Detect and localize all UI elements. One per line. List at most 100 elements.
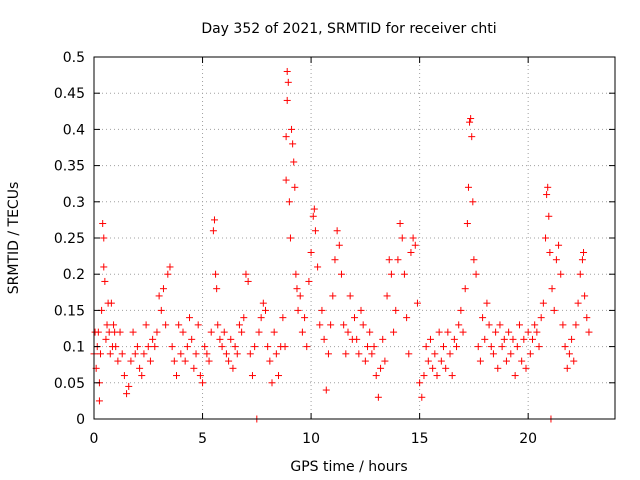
x-tick-label: 5: [198, 431, 207, 447]
data-point: [396, 220, 404, 228]
data-point: [387, 270, 395, 278]
data-point: [431, 350, 439, 358]
data-point: [485, 321, 493, 329]
data-point: [472, 270, 480, 278]
data-point: [322, 386, 330, 394]
data-point: [314, 263, 322, 271]
data-point: [368, 350, 376, 358]
data-point: [298, 328, 306, 336]
data-point: [370, 343, 378, 351]
data-point: [286, 234, 294, 242]
data-point: [390, 328, 398, 336]
data-point: [213, 285, 221, 293]
chart-title: Day 352 of 2021, SRMTID for receiver cht…: [201, 21, 496, 37]
data-point: [225, 357, 233, 365]
data-point: [468, 133, 476, 141]
data-point: [310, 205, 318, 213]
data-point: [129, 328, 137, 336]
y-tick-label: 0.15: [54, 303, 85, 319]
data-point: [342, 350, 350, 358]
data-point: [162, 321, 170, 329]
data-point: [103, 321, 111, 329]
data-point: [442, 364, 450, 372]
data-point: [136, 364, 144, 372]
data-point: [289, 140, 297, 148]
data-point: [403, 314, 411, 322]
x-tick-label: 15: [411, 431, 429, 447]
data-point: [318, 306, 326, 314]
data-point: [539, 299, 547, 307]
data-point: [513, 343, 521, 351]
data-point: [203, 350, 211, 358]
data-point: [209, 227, 217, 235]
data-point: [164, 270, 172, 278]
x-tick-label: 20: [519, 431, 537, 447]
data-point: [511, 372, 519, 380]
data-point: [526, 350, 534, 358]
data-point: [222, 350, 230, 358]
data-point: [127, 357, 135, 365]
data-point: [149, 335, 157, 343]
data-point: [138, 372, 146, 380]
data-point: [509, 335, 517, 343]
data-point: [424, 357, 432, 365]
data-point: [324, 350, 332, 358]
data-point: [131, 350, 139, 358]
data-point: [279, 314, 287, 322]
data-point: [125, 382, 133, 390]
data-point: [520, 335, 528, 343]
data-point: [585, 328, 593, 336]
data-point: [207, 328, 215, 336]
data-point: [355, 350, 363, 358]
data-point: [394, 256, 402, 264]
data-point: [120, 372, 128, 380]
data-point: [294, 306, 302, 314]
data-point: [290, 158, 298, 166]
axis-ticks: 0 0.05 0.1 0.15 0.2 0.25 0.3 0.35 0.4 0.45 0.5 0 5 10…: [54, 50, 615, 447]
data-point: [181, 357, 189, 365]
data-point: [282, 133, 290, 141]
data-point: [118, 350, 126, 358]
data-point: [568, 335, 576, 343]
data-point: [494, 364, 502, 372]
data-point: [275, 372, 283, 380]
data-point: [107, 299, 115, 307]
data-point: [545, 212, 553, 220]
data-point: [186, 314, 194, 322]
data-point: [453, 343, 461, 351]
data-point: [507, 350, 515, 358]
data-point: [327, 321, 335, 329]
data-point: [557, 270, 565, 278]
data-point: [335, 241, 343, 249]
data-point: [168, 343, 176, 351]
data-point: [392, 306, 400, 314]
data-point: [459, 328, 467, 336]
data-point: [285, 198, 293, 206]
data-point: [411, 241, 419, 249]
data-point: [377, 364, 385, 372]
data-point: [583, 314, 591, 322]
data-point: [309, 212, 317, 220]
data-point: [146, 357, 154, 365]
data-point: [190, 364, 198, 372]
data-point: [320, 335, 328, 343]
data-point: [518, 357, 526, 365]
y-tick-label: 0.45: [54, 86, 85, 102]
y-tick-label: 0.3: [63, 195, 85, 211]
data-point: [229, 364, 237, 372]
data-point: [470, 256, 478, 264]
data-point: [227, 335, 235, 343]
data-point: [288, 125, 296, 133]
data-point: [400, 270, 408, 278]
data-point: [546, 248, 554, 256]
data-point: [316, 321, 324, 329]
data-point: [576, 270, 584, 278]
grid-lines: [94, 57, 615, 419]
data-point: [114, 357, 122, 365]
data-point: [416, 379, 424, 387]
data-point: [94, 328, 102, 336]
data-point: [268, 379, 276, 387]
data-point: [177, 350, 185, 358]
data-point: [359, 321, 367, 329]
data-point: [231, 343, 239, 351]
